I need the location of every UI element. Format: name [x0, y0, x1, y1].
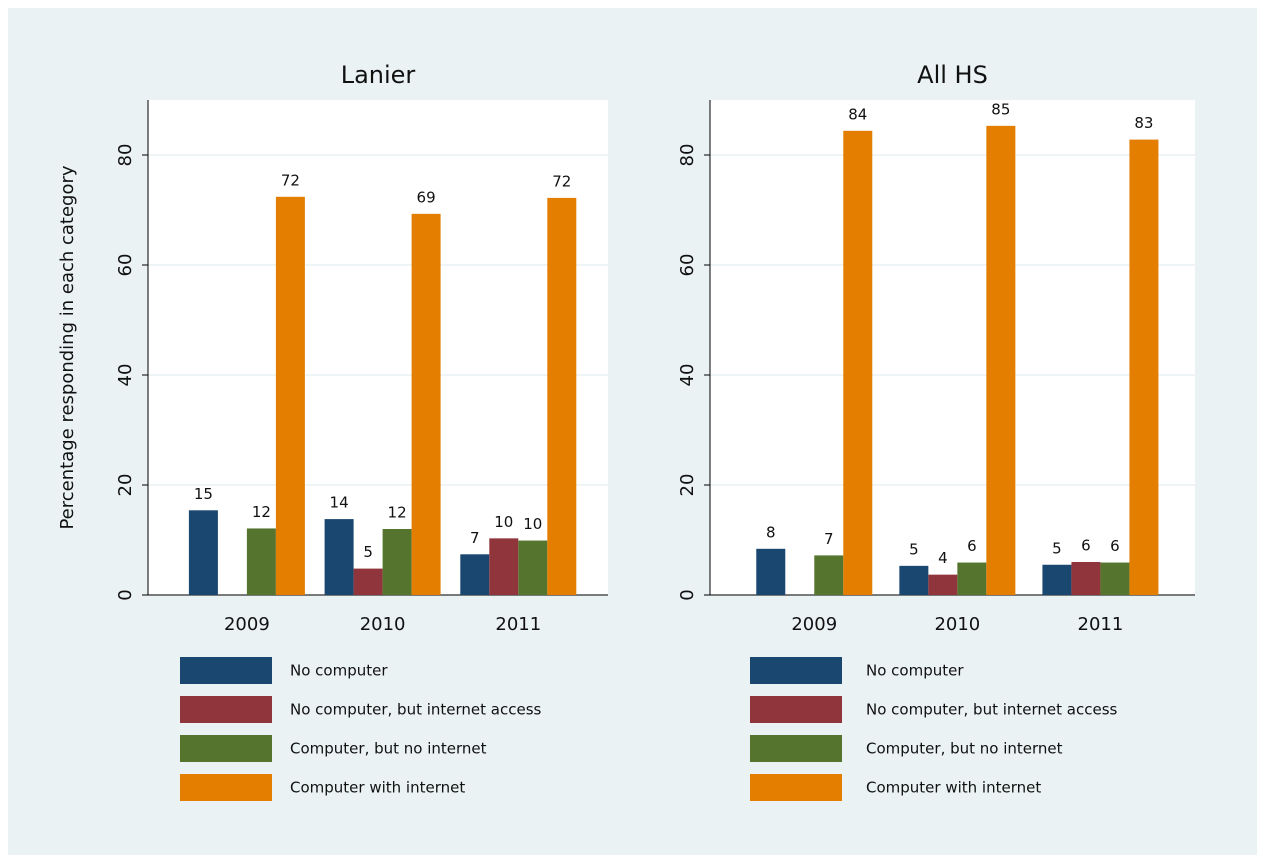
bar — [460, 554, 490, 595]
legend-swatch — [750, 657, 842, 684]
legend-label: No computer, but internet access — [866, 701, 1118, 719]
bar — [957, 562, 987, 595]
legend-swatch — [180, 735, 272, 762]
data-label: 12 — [388, 504, 407, 522]
bar — [756, 548, 786, 595]
bar — [814, 555, 844, 595]
legend-label: Computer with internet — [866, 779, 1041, 797]
legend-label: Computer with internet — [290, 779, 465, 797]
legend-swatch — [750, 735, 842, 762]
data-label: 5 — [909, 540, 919, 558]
data-label: 6 — [967, 537, 977, 555]
legend-swatch — [180, 696, 272, 723]
data-label: 72 — [552, 172, 571, 190]
data-label: 10 — [494, 513, 513, 531]
data-label: 6 — [1110, 537, 1120, 555]
data-label: 83 — [1134, 114, 1153, 132]
data-label: 8 — [766, 523, 776, 541]
bar — [547, 197, 577, 595]
legend-label: No computer, but internet access — [290, 701, 542, 719]
bar — [382, 529, 412, 595]
x-tick-label: 2010 — [934, 614, 980, 635]
legend-label: No computer — [866, 662, 964, 680]
bar — [1042, 564, 1072, 595]
legend-swatch — [750, 696, 842, 723]
x-tick-label: 2009 — [224, 614, 270, 635]
bar — [489, 538, 519, 595]
bar — [986, 125, 1016, 595]
data-label: 85 — [991, 100, 1010, 118]
data-label: 14 — [330, 494, 349, 512]
bar — [353, 568, 383, 595]
bar — [843, 130, 873, 596]
bar — [1100, 562, 1130, 595]
bar — [518, 540, 548, 595]
bar — [1129, 139, 1159, 595]
y-tick-label: 20 — [115, 474, 136, 497]
data-label: 69 — [417, 188, 436, 206]
data-label: 84 — [848, 105, 867, 123]
y-tick-label: 40 — [677, 364, 698, 387]
y-axis-title: Percentage responding in each category — [57, 165, 78, 529]
data-label: 4 — [938, 549, 948, 567]
data-label: 15 — [194, 485, 213, 503]
plot-area — [148, 100, 608, 595]
data-label: 72 — [281, 171, 300, 189]
bar — [275, 196, 305, 596]
y-tick-label: 20 — [677, 474, 698, 497]
y-tick-label: 0 — [115, 589, 136, 600]
bar — [246, 528, 276, 595]
bar — [411, 213, 441, 595]
data-label: 6 — [1081, 537, 1091, 555]
bar — [899, 565, 929, 595]
bar — [928, 574, 958, 595]
x-tick-label: 2009 — [791, 614, 837, 635]
data-label: 7 — [470, 529, 480, 547]
panel-title: All HS — [917, 61, 988, 89]
y-tick-label: 60 — [115, 254, 136, 277]
bar — [188, 510, 218, 595]
y-tick-label: 0 — [677, 589, 698, 600]
data-label: 5 — [1052, 539, 1062, 557]
y-tick-label: 60 — [677, 254, 698, 277]
data-label: 10 — [523, 515, 542, 533]
data-label: 12 — [252, 503, 271, 521]
x-tick-label: 2010 — [360, 614, 406, 635]
y-tick-label: 40 — [115, 364, 136, 387]
legend-label: Computer, but no internet — [866, 740, 1063, 758]
bar — [1071, 562, 1101, 595]
data-label: 5 — [363, 543, 373, 561]
legend-label: No computer — [290, 662, 388, 680]
x-tick-label: 2011 — [1078, 614, 1124, 635]
bar — [324, 519, 354, 595]
y-tick-label: 80 — [115, 144, 136, 167]
legend-swatch — [180, 774, 272, 801]
x-tick-label: 2011 — [495, 614, 541, 635]
y-tick-label: 80 — [677, 144, 698, 167]
plot-area — [710, 100, 1195, 595]
legend-swatch — [750, 774, 842, 801]
panel-title: Lanier — [341, 61, 416, 89]
legend-label: Computer, but no internet — [290, 740, 487, 758]
data-label: 7 — [824, 530, 834, 548]
legend-swatch — [180, 657, 272, 684]
